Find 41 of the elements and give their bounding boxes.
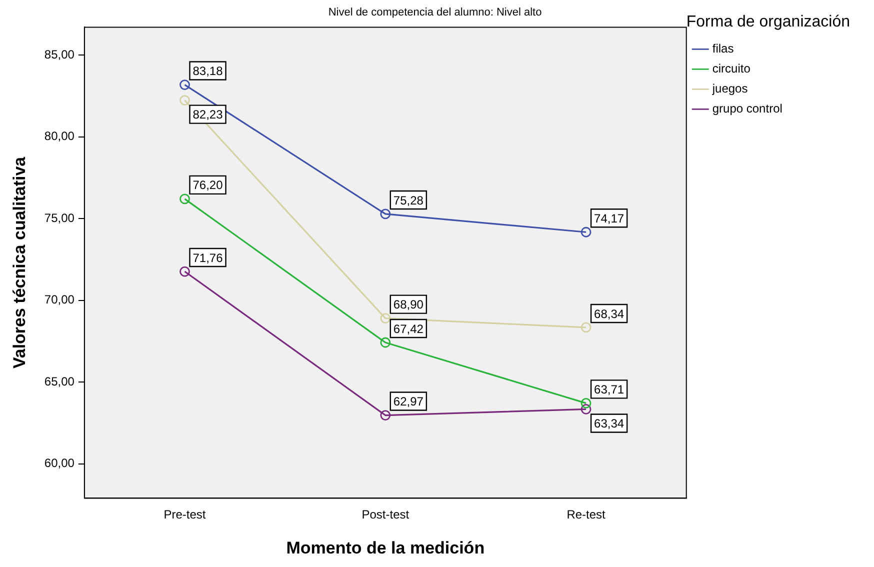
data-label: 71,76 (192, 250, 224, 265)
data-label: 76,20 (192, 178, 224, 192)
data-label: 67,42 (393, 322, 424, 336)
y-tick-label: 85,00 (44, 47, 75, 62)
point (380, 313, 391, 324)
x-tick-label: Re-test (566, 508, 606, 522)
legend-label: juegos (711, 82, 748, 96)
legend-title: Forma de organización (686, 13, 850, 30)
legend-label: circuito (712, 62, 751, 76)
data-label: 74,17 (594, 211, 624, 226)
data-label: 68,90 (393, 298, 424, 312)
data-label: 63,71 (594, 382, 624, 396)
point (380, 337, 391, 348)
point (580, 322, 592, 333)
point (380, 410, 391, 420)
data-label: 68,34 (594, 306, 624, 321)
x-axis-title: Momento de la medición (286, 538, 485, 558)
data-label: 63,34 (594, 416, 624, 431)
data-label: 83,18 (192, 64, 224, 78)
point (180, 266, 190, 277)
point (180, 194, 190, 204)
y-tick-label: 75,00 (44, 210, 75, 225)
y-axis-title: Valores técnica cualitativa (10, 156, 29, 369)
point (580, 226, 592, 238)
point (580, 404, 592, 414)
data-label: 82,23 (192, 108, 224, 122)
point (580, 398, 592, 408)
point (180, 80, 190, 90)
legend-label: grupo control (712, 102, 782, 116)
data-label: 75,28 (393, 193, 424, 208)
point (380, 208, 391, 220)
y-tick-label: 60,00 (44, 456, 75, 470)
legend-label: filas (712, 42, 734, 56)
y-tick-label: 70,00 (44, 292, 75, 307)
x-tick-label: Pre-test (164, 508, 206, 522)
point (180, 95, 190, 106)
data-label: 62,97 (393, 394, 424, 409)
y-tick-label: 65,00 (44, 374, 75, 388)
x-tick-label: Post-test (362, 508, 410, 522)
y-tick-label: 80,00 (44, 129, 75, 144)
chart-title: Nivel de competencia del alumno: Nivel alto (328, 6, 542, 19)
